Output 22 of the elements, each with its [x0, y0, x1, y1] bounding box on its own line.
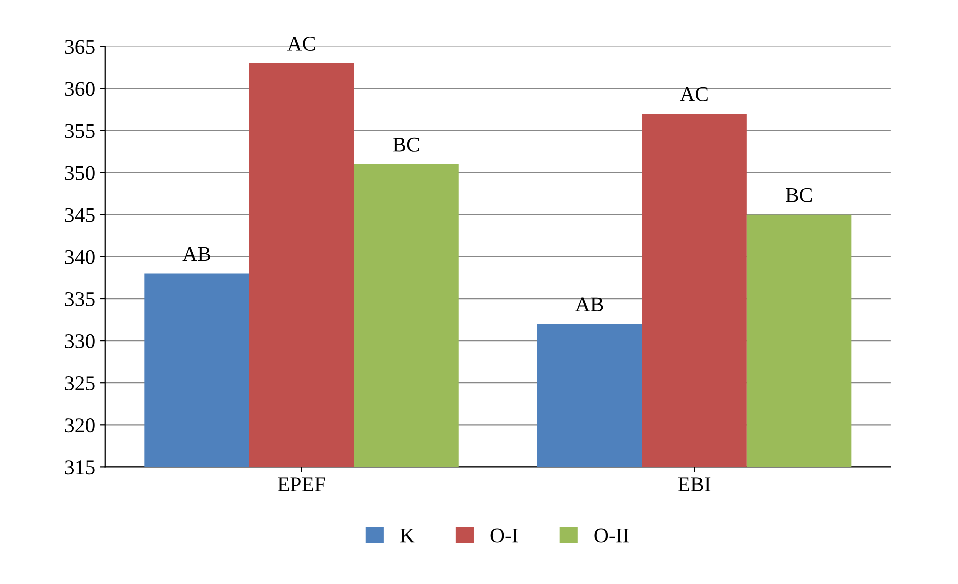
- data-label: BC: [393, 138, 420, 152]
- y-tick-label: 320: [65, 418, 95, 433]
- x-tick-label: EPEF: [278, 478, 326, 492]
- x-tick-label: EBI: [678, 478, 711, 492]
- y-tick-label: 340: [65, 250, 95, 264]
- y-tick-label: 315: [65, 460, 95, 475]
- y-tick-label: 365: [65, 40, 95, 54]
- y-tick-label: 360: [65, 82, 95, 96]
- y-tick-label: 345: [65, 208, 95, 222]
- data-label: AB: [182, 247, 210, 262]
- y-tick-label: 330: [65, 334, 95, 348]
- legend-label: O-II: [594, 528, 630, 543]
- data-label: AC: [680, 87, 708, 102]
- legend-label: O-I: [490, 528, 518, 543]
- data-label: AC: [288, 36, 316, 51]
- legend-label: K: [400, 528, 415, 543]
- data-label: BC: [786, 188, 812, 202]
- y-tick-label: 325: [65, 376, 95, 391]
- y-tick-label: 335: [65, 292, 95, 306]
- y-tick-label: 355: [65, 124, 95, 138]
- data-label: AB: [576, 298, 604, 312]
- y-tick-label: 350: [65, 166, 95, 180]
